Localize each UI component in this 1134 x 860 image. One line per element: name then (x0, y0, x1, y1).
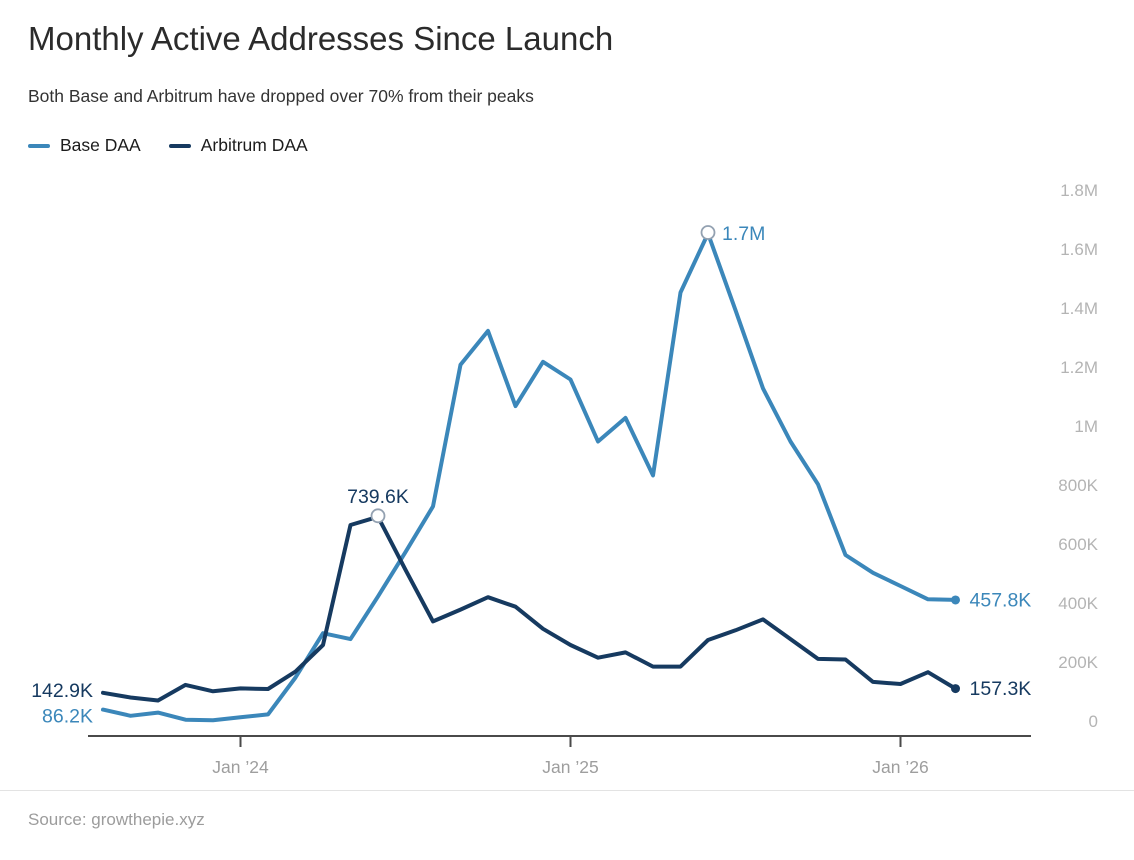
arbitrum-daa-peak-marker-icon[interactable] (370, 508, 386, 524)
legend-item-arbitrum-daa[interactable]: Arbitrum DAA (168, 135, 308, 156)
base-daa-legend-dash-icon (28, 143, 50, 148)
y-axis-label-1-6m: 1.6M (1060, 240, 1098, 259)
y-axis-label-0: 0 (1089, 712, 1098, 731)
base-daa-value-annotation: 1.7M (722, 223, 765, 245)
base-daa-peak-marker-icon[interactable] (700, 225, 716, 240)
y-axis-label-600k: 600K (1058, 535, 1098, 554)
base-daa-value-annotation: 457.8K (970, 589, 1032, 611)
legend-label-arbitrum-daa: Arbitrum DAA (200, 135, 308, 155)
arbitrum-daa-end-marker-icon[interactable] (951, 684, 960, 694)
chart-legend: Base DAA Arbitrum DAA (28, 135, 308, 156)
arbitrum-daa-line[interactable] (101, 514, 958, 703)
base-daa-value-annotation: 86.2K (42, 706, 93, 728)
y-axis-label-1-8m: 1.8M (1060, 181, 1098, 200)
page-subtitle: Both Base and Arbitrum have dropped over… (28, 86, 534, 106)
y-axis-label-1-4m: 1.4M (1060, 299, 1098, 318)
x-axis-label-jan-26: Jan ’26 (872, 757, 928, 777)
y-axis-label-1m: 1M (1074, 417, 1098, 436)
y-axis-label-400k: 400K (1058, 594, 1098, 613)
base-daa-line[interactable] (101, 231, 958, 723)
x-axis-label-jan-24: Jan ’24 (212, 757, 269, 777)
x-axis-label-jan-25: Jan ’25 (542, 757, 598, 777)
y-axis-label-200k: 200K (1058, 653, 1098, 672)
arbitrum-daa-legend-dash-icon (168, 143, 191, 148)
legend-item-base-daa[interactable]: Base DAA (28, 135, 141, 156)
legend-label-base-daa: Base DAA (60, 135, 141, 155)
y-axis-label-800k: 800K (1058, 476, 1098, 495)
y-axis-label-1-2m: 1.2M (1060, 358, 1098, 377)
arbitrum-daa-value-annotation: 739.6K (347, 486, 409, 508)
arbitrum-daa-value-annotation: 142.9K (31, 680, 93, 702)
source-text: Source: growthepie.xyz (28, 810, 205, 829)
footer-divider (0, 790, 1134, 791)
arbitrum-daa-value-annotation: 157.3K (970, 678, 1032, 700)
base-daa-end-marker-icon[interactable] (951, 595, 960, 605)
page-title: Monthly Active Addresses Since Launch (28, 20, 614, 57)
